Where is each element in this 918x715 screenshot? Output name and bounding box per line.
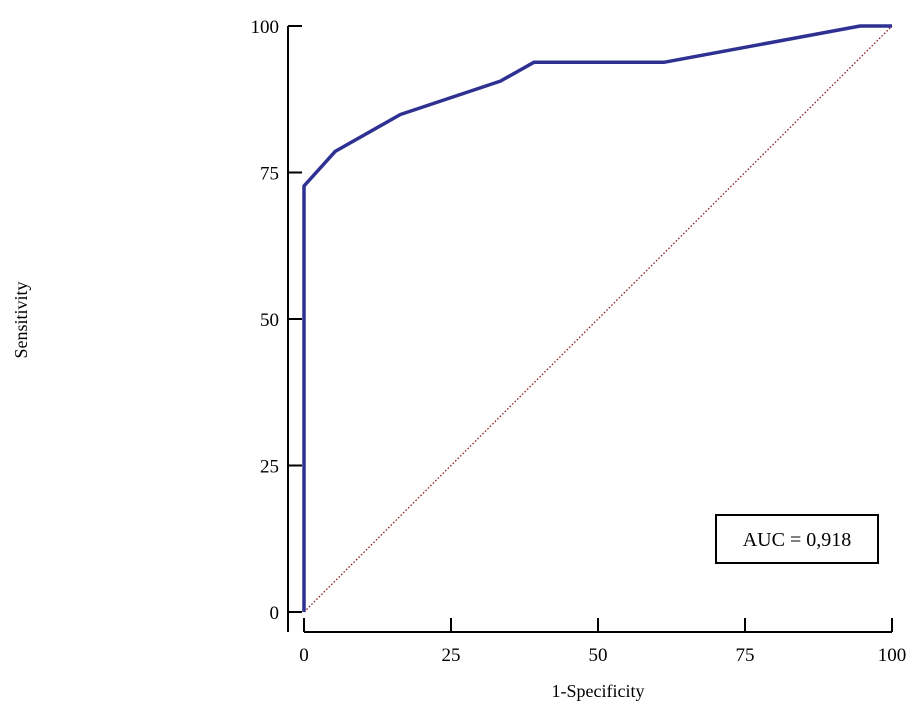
ticks: 0 25 50 75 100 0 25 50 75 100 xyxy=(251,17,907,666)
y-tick-label: 100 xyxy=(251,17,280,38)
roc-curve-group xyxy=(302,24,892,612)
y-tick-label: 75 xyxy=(260,164,279,185)
y-tick-label: 0 xyxy=(270,603,280,624)
roc-curve-line xyxy=(302,24,892,612)
x-axis-label: 1-Specificity xyxy=(552,681,645,701)
x-tick-label: 25 xyxy=(442,645,461,666)
auc-annotation: AUC = 0,918 xyxy=(743,529,852,551)
x-tick-label: 100 xyxy=(878,645,907,666)
y-axis-label: Sensitivity xyxy=(11,281,31,358)
y-tick-label: 25 xyxy=(260,457,279,478)
y-tick-label: 50 xyxy=(260,310,279,331)
x-tick-label: 75 xyxy=(736,645,755,666)
auc-box-frame xyxy=(715,514,879,564)
auc-box: AUC = 0,918 xyxy=(715,514,879,564)
x-tick-label: 50 xyxy=(589,645,608,666)
x-tick-label: 0 xyxy=(299,645,309,666)
